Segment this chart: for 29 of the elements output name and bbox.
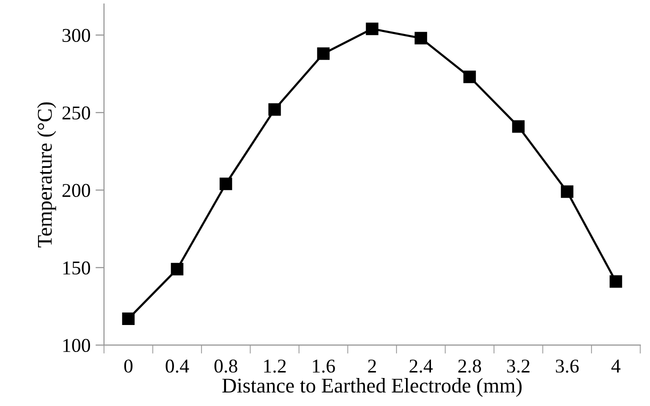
point xyxy=(317,47,330,60)
point xyxy=(170,262,184,276)
x-tick-label: 1.2 xyxy=(264,360,286,373)
point xyxy=(122,312,135,325)
point xyxy=(512,120,525,133)
point xyxy=(220,178,232,190)
x-tick-label: 0 xyxy=(124,360,132,373)
point xyxy=(366,22,378,36)
x-tick-label: 3.6 xyxy=(556,360,579,373)
y-axis-title: Temperature (°C) xyxy=(37,102,56,248)
x-tick-label: 4 xyxy=(611,360,620,372)
y-tick-label: 150 xyxy=(63,261,90,275)
y-tick-label: 200 xyxy=(62,184,90,198)
y-tick-label: 100 xyxy=(63,338,90,352)
y-tick-label: 300 xyxy=(62,28,90,42)
point xyxy=(268,103,281,116)
x-tick-label: 2 xyxy=(368,360,376,372)
x-tick-label: 1.6 xyxy=(312,360,335,373)
x-tick-label: 3.2 xyxy=(507,360,530,373)
x-axis-title: Distance to Earthed Electrode (mm) xyxy=(222,378,522,397)
x-tick-label: 0.8 xyxy=(214,360,238,373)
y-tick-label: 250 xyxy=(62,106,90,120)
point xyxy=(560,185,574,198)
point xyxy=(610,275,622,288)
x-tick-label: 0.4 xyxy=(166,360,189,373)
x-tick-label: 2.8 xyxy=(458,360,482,373)
point xyxy=(463,70,476,84)
x-tick-label: 2.4 xyxy=(410,360,433,373)
point xyxy=(414,32,428,44)
